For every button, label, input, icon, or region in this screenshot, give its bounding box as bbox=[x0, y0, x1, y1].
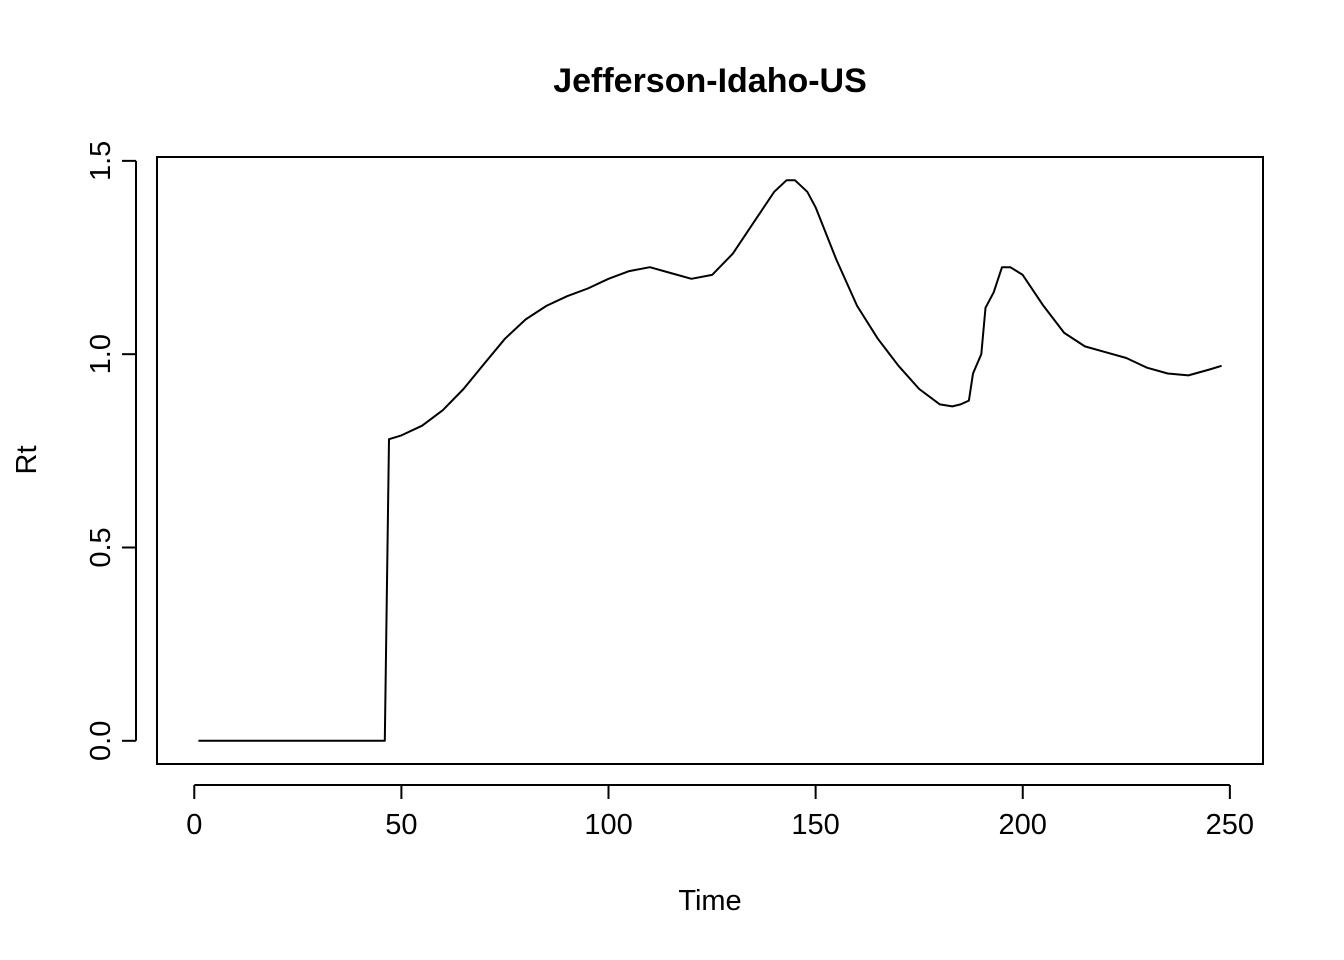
y-axis-label: Rt bbox=[11, 446, 43, 475]
x-tick-label: 100 bbox=[584, 809, 632, 841]
x-axis: 0 50 100 150 200 250 bbox=[186, 784, 1254, 841]
y-axis: 0.0 0.5 1.0 1.5 bbox=[85, 141, 137, 761]
y-tick-label: 0.5 bbox=[85, 527, 117, 567]
x-axis-label: Time bbox=[678, 885, 741, 917]
y-tick-label: 1.0 bbox=[85, 334, 117, 374]
chart-title: Jefferson-Idaho-US bbox=[553, 62, 867, 100]
y-tick-label: 1.5 bbox=[85, 141, 117, 181]
plot-frame bbox=[156, 156, 1264, 765]
x-tick-label: 200 bbox=[999, 809, 1047, 841]
x-tick-label: 50 bbox=[385, 809, 417, 841]
x-tick-label: 0 bbox=[186, 809, 202, 841]
x-tick-label: 250 bbox=[1206, 809, 1254, 841]
x-tick-label: 150 bbox=[791, 809, 839, 841]
y-tick-label: 0.0 bbox=[85, 721, 117, 761]
rt-series-line bbox=[198, 179, 1222, 742]
